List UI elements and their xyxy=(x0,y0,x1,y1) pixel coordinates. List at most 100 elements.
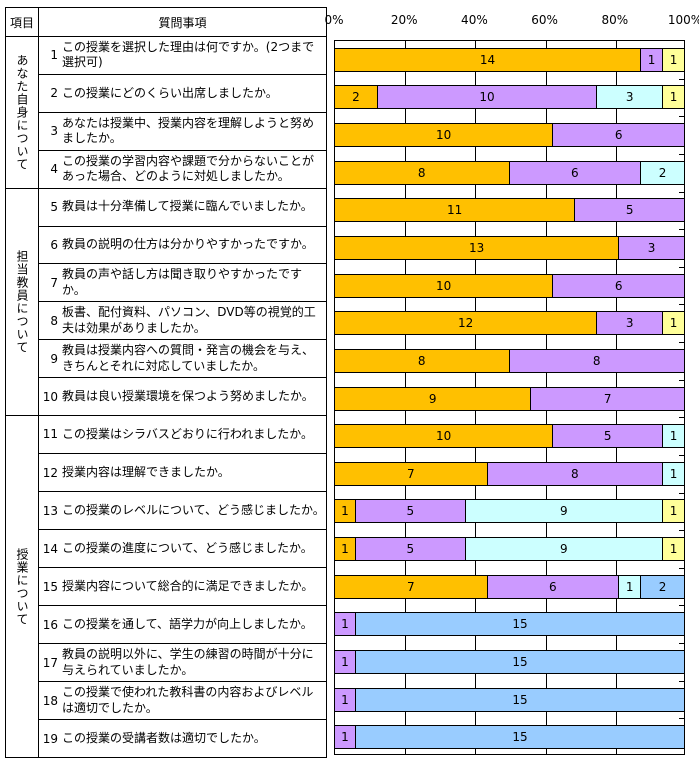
axis-tick-label: 100% xyxy=(667,13,699,27)
category-cell: あなた自身について xyxy=(6,37,39,188)
question-row: 5 教員は十分準備して授業に臨んでいましたか。 xyxy=(39,189,326,227)
bar-segment-value: 13 xyxy=(468,240,485,255)
bar-segment: 12 xyxy=(334,311,598,336)
bar-segment-value: 3 xyxy=(647,240,656,255)
category-axis-tick xyxy=(679,342,684,344)
category-cell: 授業について xyxy=(6,415,39,758)
question-text: 授業内容は理解できましたか。 xyxy=(62,464,230,479)
bar-segment: 6 xyxy=(553,123,685,148)
question-row: 2 この授業にどのくらい出席しましたか。 xyxy=(39,75,326,113)
question-number: 8 xyxy=(50,313,58,328)
bar-segment-value: 1 xyxy=(625,579,634,594)
bar-segment: 1 xyxy=(663,85,685,110)
bar-segment: 3 xyxy=(597,311,664,336)
stacked-bar: 10 6 xyxy=(334,273,685,298)
bar-segment: 7 xyxy=(334,574,488,599)
question-number: 4 xyxy=(50,162,58,177)
bar-segment: 1 xyxy=(641,47,664,72)
question-text: この授業にどのくらい出席しましたか。 xyxy=(62,85,278,100)
bar-segment-value: 3 xyxy=(625,90,634,105)
bar-segment-value: 1 xyxy=(341,617,349,632)
bar-segment-value: 1 xyxy=(341,692,349,707)
category-axis-tick xyxy=(679,266,684,268)
bar-segment-value: 15 xyxy=(512,654,528,669)
bar-segment-value: 1 xyxy=(669,90,678,105)
bar-segment: 3 xyxy=(619,235,685,260)
bar-segment-value: 3 xyxy=(625,316,634,331)
question-text: 教員は授業内容への質問・発言の機会を与え、きちんとそれに対応していましたか。 xyxy=(62,343,315,373)
category-label: 担当教員について xyxy=(15,249,29,354)
bar-segment: 2 xyxy=(334,85,378,110)
bar-segment: 7 xyxy=(531,386,685,411)
question-number: 18 xyxy=(42,693,58,708)
bar-segment: 6 xyxy=(487,574,620,599)
bar-segment: 8 xyxy=(487,461,664,486)
question-row: 19 この授業の受講者数は適切でしたか。 xyxy=(39,720,326,757)
bar-segment: 8 xyxy=(334,348,510,373)
bar-segment-value: 14 xyxy=(479,52,496,67)
bar-segment: 1 xyxy=(663,311,685,336)
bar-segment: 5 xyxy=(355,537,466,562)
question-row: 18 この授業で使われた教科書の内容およびレベルは適切でしたか。 xyxy=(39,682,326,721)
bar-segment: 1 xyxy=(663,537,685,562)
bar-segment: 7 xyxy=(334,461,488,486)
bar-segment-value: 10 xyxy=(436,278,452,293)
question-number: 16 xyxy=(42,617,58,632)
bar-segment-value: 5 xyxy=(625,203,634,218)
bar-segment-value: 6 xyxy=(614,128,623,143)
bar-segment: 5 xyxy=(553,424,664,449)
question-row: 16 この授業を通して、語学力が向上しましたか。 xyxy=(39,606,326,645)
category-group: あなた自身について 1 この授業を選択した理由は何ですか。(2つまで選択可) 2 この授… xyxy=(6,37,326,189)
bar-segment-value: 5 xyxy=(406,542,415,557)
bar-segment: 5 xyxy=(575,198,685,223)
bar-segment-value: 15 xyxy=(512,617,528,632)
bar-segment: 1 xyxy=(663,424,685,449)
question-text: 教員の声や話し方は聞き取りやすかったですか。 xyxy=(62,267,303,297)
category-axis-tick xyxy=(679,379,684,381)
question-row: 4 この授業の学習内容や課題で分からないことがあった場合、どのように対処しましたか… xyxy=(39,151,326,188)
category-axis-tick xyxy=(679,680,684,682)
category-axis-tick xyxy=(679,492,684,494)
category-axis-tick xyxy=(679,116,684,118)
question-number: 5 xyxy=(50,200,58,215)
question-row: 8 板書、配付資料、パソコン、DVD等の視覚的工夫は効果がありましたか。 xyxy=(39,302,326,341)
bar-segment: 6 xyxy=(553,273,685,298)
question-text: この授業を通して、語学力が向上しましたか。 xyxy=(62,616,313,631)
bar-segment: 1 xyxy=(334,612,356,637)
bar-segment: 9 xyxy=(465,537,664,562)
bar-segment-value: 5 xyxy=(406,504,415,519)
question-groups: あなた自身について 1 この授業を選択した理由は何ですか。(2つまで選択可) 2 この授… xyxy=(6,37,326,758)
bar-segment-value: 9 xyxy=(560,542,568,557)
bar-segment: 2 xyxy=(641,574,685,599)
question-text: 教員の説明の仕方は分かりやすかったですか。 xyxy=(62,237,314,252)
category-axis-tick xyxy=(679,229,684,231)
question-row: 17 教員の説明以外に、学生の練習の時間が十分に与えられていましたか。 xyxy=(39,644,326,683)
question-row: 9 教員は授業内容への質問・発言の機会を与え、きちんとそれに対応していましたか。 xyxy=(39,340,326,379)
bar-segment-value: 12 xyxy=(457,316,474,331)
bar-segment: 13 xyxy=(334,235,620,260)
bar-segment-value: 1 xyxy=(669,542,678,557)
bar-segment-value: 9 xyxy=(560,504,568,519)
bar-segment-value: 8 xyxy=(570,466,579,481)
question-row: 1 この授業を選択した理由は何ですか。(2つまで選択可) xyxy=(39,37,326,75)
table-header-row: 項目 質問事項 xyxy=(6,8,326,37)
stacked-bar: 1 15 xyxy=(334,649,685,674)
stacked-bar: 1 15 xyxy=(334,612,685,637)
bar-segment-value: 6 xyxy=(570,165,579,180)
question-number: 11 xyxy=(42,427,58,442)
question-text: あなたは授業中、授業内容を理解しようと努めましたか。 xyxy=(62,115,315,146)
question-number: 13 xyxy=(42,503,58,518)
bar-segment-value: 8 xyxy=(417,353,426,368)
question-number: 6 xyxy=(50,237,58,252)
bar-segment-value: 10 xyxy=(436,429,452,444)
category-axis-tick xyxy=(679,454,684,456)
question-row: 13 この授業のレベルについて、どう感じましたか。 xyxy=(39,492,326,531)
category-group: 担当教員について 5 教員は十分準備して授業に臨んでいましたか。 6 教員の説明の仕方は… xyxy=(6,188,326,416)
category-axis-tick xyxy=(679,78,684,80)
question-number: 2 xyxy=(50,86,58,101)
question-text: この授業の学習内容や課題で分からないことがあった場合、どのように対処しましたか。 xyxy=(62,153,315,184)
question-number: 1 xyxy=(50,48,58,63)
question-number: 19 xyxy=(42,731,58,746)
